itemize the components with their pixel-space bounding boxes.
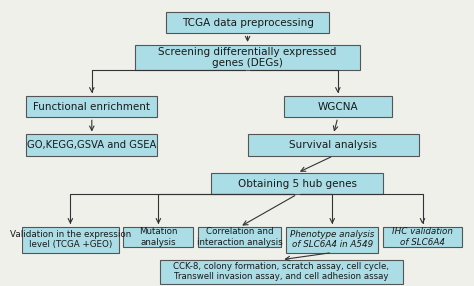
Text: Obtaining 5 hub genes: Obtaining 5 hub genes	[238, 178, 357, 188]
FancyBboxPatch shape	[247, 134, 419, 156]
Text: Phenotype analysis
of SLC6A4 in A549: Phenotype analysis of SLC6A4 in A549	[290, 230, 374, 249]
Text: CCK-8, colony formation, scratch assay, cell cycle,
Transwell invasion assay, an: CCK-8, colony formation, scratch assay, …	[173, 262, 390, 281]
Text: GO,KEGG,GSVA and GSEA: GO,KEGG,GSVA and GSEA	[27, 140, 156, 150]
Text: Correlation and
interaction analysis: Correlation and interaction analysis	[197, 227, 283, 247]
FancyBboxPatch shape	[27, 134, 157, 156]
FancyBboxPatch shape	[123, 227, 193, 247]
FancyBboxPatch shape	[22, 227, 119, 253]
Text: Mutation
analysis: Mutation analysis	[139, 227, 178, 247]
Text: Functional enrichment: Functional enrichment	[33, 102, 150, 112]
Text: WGCNA: WGCNA	[318, 102, 358, 112]
Text: TCGA data preprocessing: TCGA data preprocessing	[182, 18, 313, 28]
FancyBboxPatch shape	[286, 227, 379, 253]
Text: Screening differentially expressed
genes (DEGs): Screening differentially expressed genes…	[158, 47, 337, 68]
FancyBboxPatch shape	[383, 227, 462, 247]
Text: IHC validation
of SLC6A4: IHC validation of SLC6A4	[392, 227, 453, 247]
FancyBboxPatch shape	[166, 12, 329, 33]
Text: Validation in the expression
level (TCGA +GEO): Validation in the expression level (TCGA…	[10, 230, 131, 249]
FancyBboxPatch shape	[283, 96, 392, 117]
FancyBboxPatch shape	[211, 173, 383, 194]
FancyBboxPatch shape	[198, 227, 282, 247]
FancyBboxPatch shape	[27, 96, 157, 117]
FancyBboxPatch shape	[135, 45, 360, 70]
FancyBboxPatch shape	[160, 260, 403, 284]
Text: Survival analysis: Survival analysis	[289, 140, 377, 150]
